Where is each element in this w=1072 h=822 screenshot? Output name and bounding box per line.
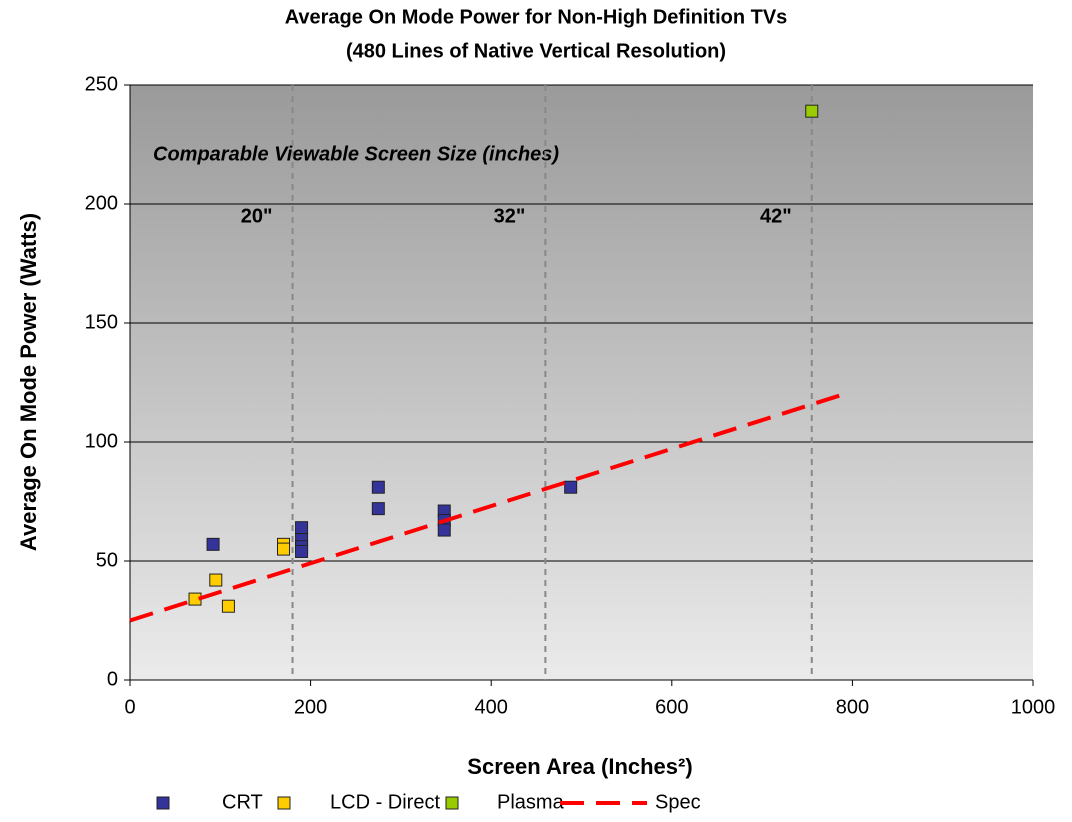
x-tick-label: 600 (655, 696, 688, 718)
x-axis-label: Screen Area (Inches²) (467, 754, 692, 779)
point (437, 523, 451, 537)
legend-label: LCD - Direct (330, 791, 440, 813)
x-tick-label: 400 (475, 696, 508, 718)
point (371, 502, 385, 516)
x-tick-label: 200 (294, 696, 327, 718)
chart-subtitle: (480 Lines of Native Vertical Resolution… (346, 40, 726, 62)
point (805, 104, 819, 118)
chart-title: Average On Mode Power for Non-High Defin… (285, 6, 788, 28)
point (564, 480, 578, 494)
point (371, 480, 385, 494)
y-axis-label: Average On Mode Power (Watts) (16, 213, 41, 551)
spec-line (129, 392, 844, 623)
legend-marker (156, 796, 170, 810)
legend-label: Plasma (497, 791, 565, 813)
y-tick-label: 250 (85, 73, 118, 95)
point (295, 544, 309, 558)
y-tick-label: 150 (85, 311, 118, 333)
y-tick-label: 100 (85, 430, 118, 452)
x-tick-label: 1000 (1011, 696, 1056, 718)
point (209, 573, 223, 587)
legend-marker (445, 796, 459, 810)
x-tick-label: 800 (836, 696, 869, 718)
reference-label: 20" (241, 205, 273, 227)
y-tick-label: 50 (96, 549, 118, 571)
legend-marker (277, 796, 291, 810)
point (295, 521, 309, 535)
legend-label: Spec (655, 791, 701, 813)
reference-label: 32" (494, 205, 526, 227)
annotation: Comparable Viewable Screen Size (inches) (153, 143, 559, 165)
y-tick-label: 0 (107, 668, 118, 690)
point (277, 542, 291, 556)
reference-label: 42" (760, 205, 792, 227)
legend-label: CRT (222, 791, 263, 813)
plot-area (130, 85, 1033, 680)
y-tick-label: 200 (85, 192, 118, 214)
point (206, 537, 220, 551)
x-tick-label: 0 (124, 696, 135, 718)
point (221, 599, 235, 613)
